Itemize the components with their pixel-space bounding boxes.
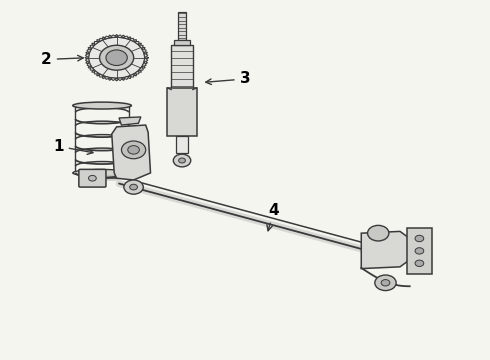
Polygon shape — [87, 62, 91, 67]
Circle shape — [179, 158, 185, 163]
Text: 1: 1 — [53, 139, 93, 154]
Polygon shape — [144, 58, 148, 62]
FancyBboxPatch shape — [174, 40, 190, 45]
Circle shape — [381, 280, 390, 286]
Polygon shape — [110, 35, 117, 38]
Polygon shape — [85, 53, 89, 58]
Circle shape — [99, 45, 134, 70]
Polygon shape — [123, 76, 129, 80]
Circle shape — [173, 154, 191, 167]
FancyBboxPatch shape — [178, 12, 186, 40]
Polygon shape — [139, 67, 143, 71]
FancyBboxPatch shape — [172, 45, 193, 90]
Polygon shape — [123, 36, 129, 39]
Text: 3: 3 — [206, 72, 250, 86]
Polygon shape — [144, 53, 148, 58]
Polygon shape — [134, 41, 139, 45]
Polygon shape — [104, 36, 110, 39]
Polygon shape — [104, 76, 110, 80]
Polygon shape — [129, 74, 134, 77]
Polygon shape — [407, 228, 432, 274]
Circle shape — [122, 141, 146, 159]
Polygon shape — [139, 45, 143, 49]
Polygon shape — [117, 78, 123, 81]
Polygon shape — [110, 78, 117, 81]
Circle shape — [130, 184, 138, 190]
Circle shape — [415, 260, 424, 266]
Polygon shape — [142, 49, 147, 53]
Polygon shape — [99, 38, 104, 42]
Circle shape — [128, 145, 139, 154]
Polygon shape — [90, 67, 95, 71]
Circle shape — [89, 175, 96, 181]
Polygon shape — [85, 58, 89, 62]
Polygon shape — [117, 35, 123, 38]
Circle shape — [124, 180, 143, 194]
Polygon shape — [87, 49, 91, 53]
Circle shape — [415, 248, 424, 254]
Ellipse shape — [73, 170, 131, 176]
Circle shape — [375, 275, 396, 291]
Polygon shape — [112, 125, 150, 180]
Polygon shape — [95, 71, 99, 74]
Polygon shape — [119, 117, 141, 125]
FancyBboxPatch shape — [176, 136, 188, 153]
Text: 2: 2 — [41, 52, 83, 67]
Polygon shape — [99, 74, 104, 77]
Circle shape — [106, 50, 127, 66]
Ellipse shape — [73, 102, 131, 109]
Polygon shape — [95, 41, 99, 45]
Polygon shape — [142, 62, 147, 67]
FancyBboxPatch shape — [79, 169, 106, 187]
Polygon shape — [129, 38, 134, 42]
FancyBboxPatch shape — [168, 88, 196, 136]
Circle shape — [89, 37, 145, 78]
Polygon shape — [90, 45, 95, 49]
Polygon shape — [361, 231, 410, 269]
Circle shape — [415, 235, 424, 242]
Circle shape — [368, 225, 389, 241]
Polygon shape — [134, 71, 139, 74]
Text: 4: 4 — [267, 203, 279, 231]
